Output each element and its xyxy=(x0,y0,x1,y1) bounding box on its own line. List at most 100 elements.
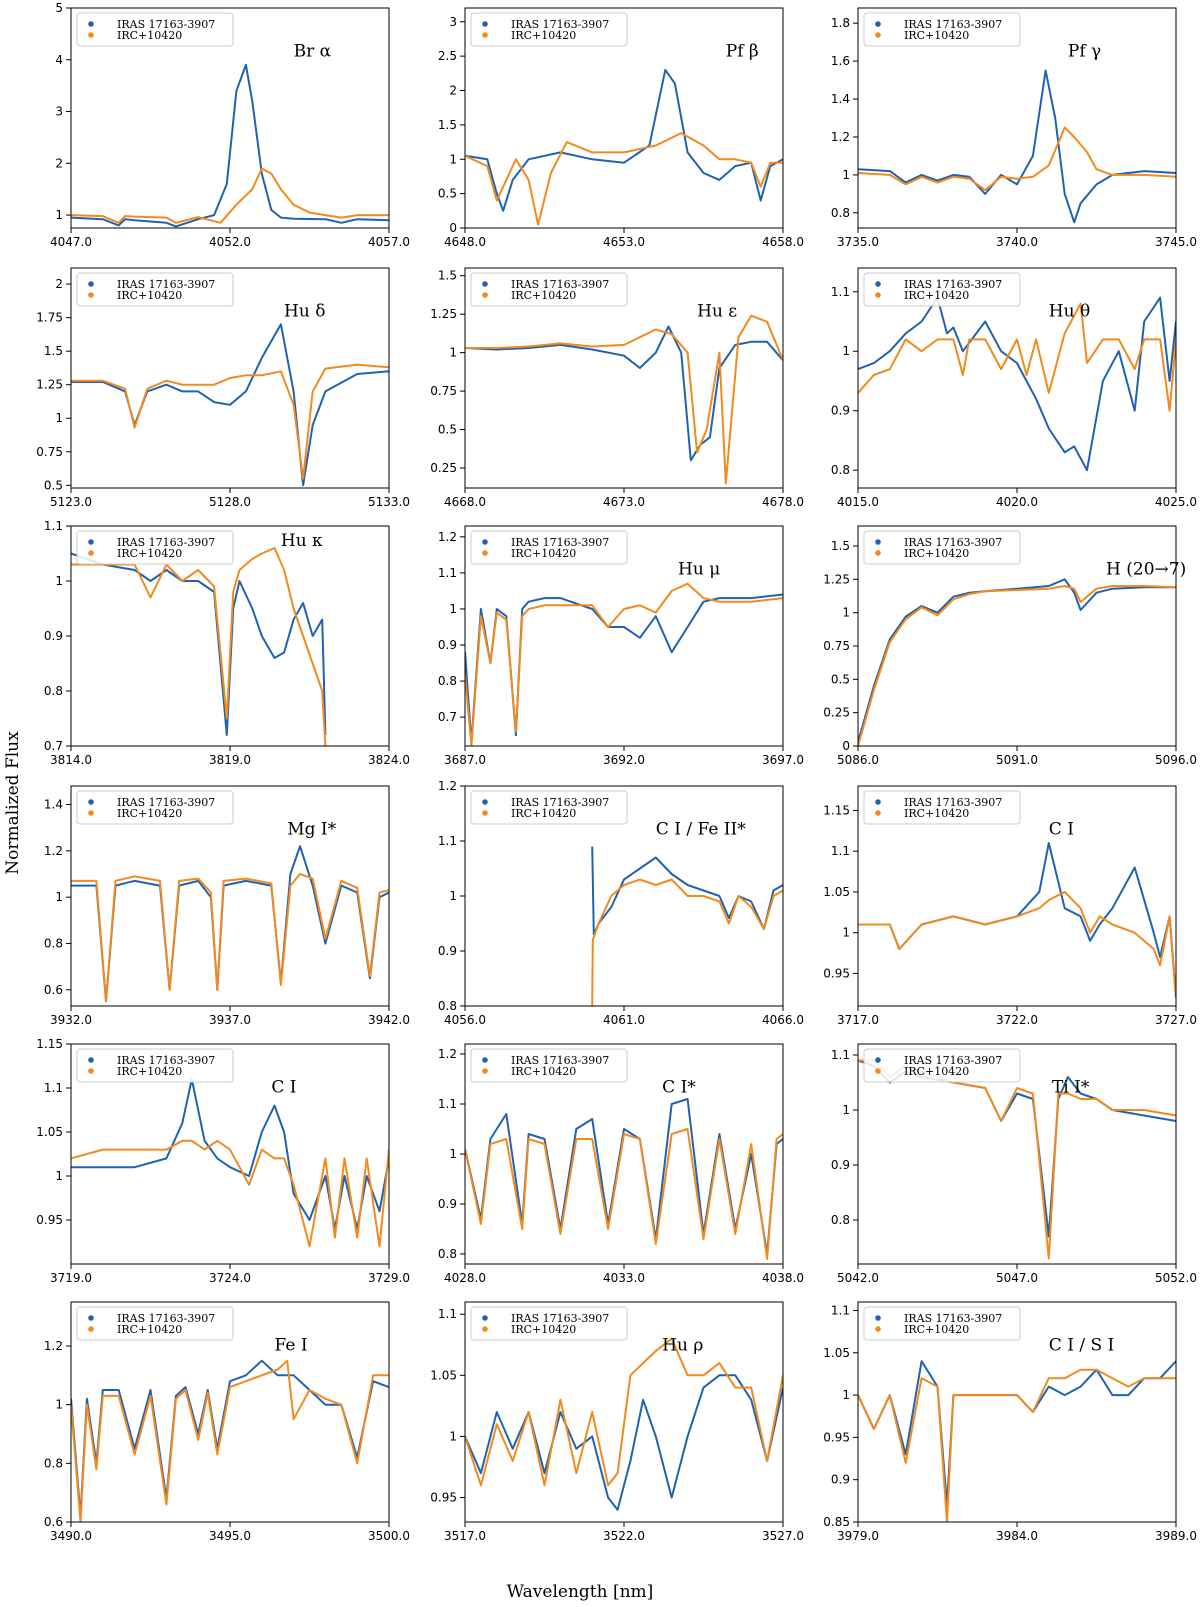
y-tick-label: 1 xyxy=(55,411,63,425)
y-tick-label: 0.5 xyxy=(438,423,457,437)
series-line xyxy=(858,578,1176,743)
y-tick-label: 0.6 xyxy=(44,983,63,997)
y-tick-label: 1.5 xyxy=(438,269,457,283)
y-tick-label: 1.05 xyxy=(823,1346,850,1360)
legend-marker xyxy=(482,292,488,298)
legend-label: IRC+10420 xyxy=(117,807,182,820)
y-tick-label: 1.2 xyxy=(44,1339,63,1353)
y-tick-label: 1 xyxy=(842,606,850,620)
x-tick-label: 4033.0 xyxy=(603,1271,645,1285)
legend-label: IRC+10420 xyxy=(904,1323,969,1336)
legend-label: IRAS 17163-3907 xyxy=(117,796,215,809)
series-line xyxy=(71,1078,389,1230)
x-axis-label: Wavelength [nm] xyxy=(507,1582,654,1602)
subplot-8: 3687.0 3692.0 3697.0 0.7 0.8 0.9 1 1.1 1.2 IRAS 1… xyxy=(438,525,804,767)
legend-marker xyxy=(875,21,881,27)
legend-label: IRAS 17163-3907 xyxy=(511,18,609,31)
x-tick-label: 3932.0 xyxy=(50,1013,92,1027)
x-tick-label: 5052.0 xyxy=(1155,1271,1197,1285)
series-line xyxy=(465,1374,783,1511)
subplot-18: 3979.0 3984.0 3989.0 0.85 0.9 0.95 1 1.05 1.1 IRA… xyxy=(823,1301,1197,1543)
y-tick-label: 1 xyxy=(449,1147,457,1161)
y-tick-label: 0.75 xyxy=(430,384,457,398)
y-tick-label: 0.5 xyxy=(831,672,850,686)
x-tick-label: 4025.0 xyxy=(1155,495,1197,509)
series-line xyxy=(858,1368,1176,1522)
legend-box xyxy=(863,1048,1021,1083)
legend-label: IRAS 17163-3907 xyxy=(904,1054,1002,1067)
y-tick-label: 1 xyxy=(449,889,457,903)
legend-marker xyxy=(482,550,488,556)
y-tick-label: 1.05 xyxy=(823,885,850,899)
legend-label: IRC+10420 xyxy=(117,547,182,560)
legend-box xyxy=(76,790,234,825)
y-tick-label: 1.15 xyxy=(823,803,850,817)
y-tick-label: 1 xyxy=(842,926,850,940)
legend-marker xyxy=(482,1326,488,1332)
legend-label: IRC+10420 xyxy=(117,289,182,302)
legend-label: IRAS 17163-3907 xyxy=(511,278,609,291)
spectral-line-label: C I / Fe II* xyxy=(656,819,746,839)
y-tick-label: 0.8 xyxy=(831,463,850,477)
x-tick-label: 4658.0 xyxy=(762,235,804,249)
legend-label: IRC+10420 xyxy=(117,29,182,42)
series-line xyxy=(71,845,389,1003)
y-tick-label: 5 xyxy=(55,1,63,15)
y-tick-label: 1.15 xyxy=(36,1037,63,1051)
legend-label: IRAS 17163-3907 xyxy=(511,796,609,809)
x-tick-label: 3522.0 xyxy=(603,1529,645,1543)
legend-marker xyxy=(88,32,94,38)
legend-marker xyxy=(88,292,94,298)
y-tick-label: 0.8 xyxy=(831,206,850,220)
legend-label: IRC+10420 xyxy=(904,289,969,302)
series-line xyxy=(858,842,1176,998)
subplot-10: 3932.0 3937.0 3942.0 0.6 0.8 1 1.2 1.4 IRAS 1716… xyxy=(44,785,410,1027)
x-tick-label: 4028.0 xyxy=(444,1271,486,1285)
series-line xyxy=(591,878,783,1006)
x-tick-label: 3500.0 xyxy=(368,1529,410,1543)
y-tick-label: 1.1 xyxy=(831,1303,850,1317)
series-line xyxy=(858,296,1176,472)
x-tick-label: 3495.0 xyxy=(209,1529,251,1543)
y-tick-label: 1.1 xyxy=(44,519,63,533)
spectral-line-label: Hu θ xyxy=(1049,301,1090,321)
legend-marker xyxy=(875,810,881,816)
x-tick-label: 4057.0 xyxy=(368,235,410,249)
series-line xyxy=(858,1059,1176,1238)
subplot-3: 3735.0 3740.0 3745.0 0.8 1 1.2 1.4 1.6 1.8 IRAS 1… xyxy=(831,7,1197,249)
y-tick-label: 1.5 xyxy=(438,118,457,132)
spectral-line-label: Pf γ xyxy=(1068,41,1101,61)
spectral-line-label: C I xyxy=(1049,819,1074,839)
legend-label: IRC+10420 xyxy=(904,807,969,820)
subplot-9: 5086.0 5091.0 5096.0 0 0.25 0.5 0.75 1 1.25 1.5 IR… xyxy=(823,525,1197,767)
series-line xyxy=(71,323,389,487)
legend-marker xyxy=(88,1315,94,1321)
legend-label: IRC+10420 xyxy=(904,29,969,42)
y-tick-label: 1 xyxy=(449,346,457,360)
x-tick-label: 4052.0 xyxy=(209,235,251,249)
x-tick-label: 4648.0 xyxy=(444,235,486,249)
y-tick-label: 0.95 xyxy=(430,1491,457,1505)
x-tick-label: 3735.0 xyxy=(837,235,879,249)
series-line xyxy=(465,593,783,744)
x-tick-label: 3527.0 xyxy=(762,1529,804,1543)
x-tick-label: 5086.0 xyxy=(837,753,879,767)
legend-label: IRAS 17163-3907 xyxy=(904,796,1002,809)
series-line xyxy=(465,314,783,485)
y-tick-label: 1.1 xyxy=(438,834,457,848)
y-tick-label: 0.8 xyxy=(44,1456,63,1470)
y-tick-label: 0.7 xyxy=(44,739,63,753)
legend-marker xyxy=(875,281,881,287)
legend-box xyxy=(76,272,234,307)
legend-box xyxy=(470,1048,628,1083)
legend-box xyxy=(863,1306,1021,1341)
